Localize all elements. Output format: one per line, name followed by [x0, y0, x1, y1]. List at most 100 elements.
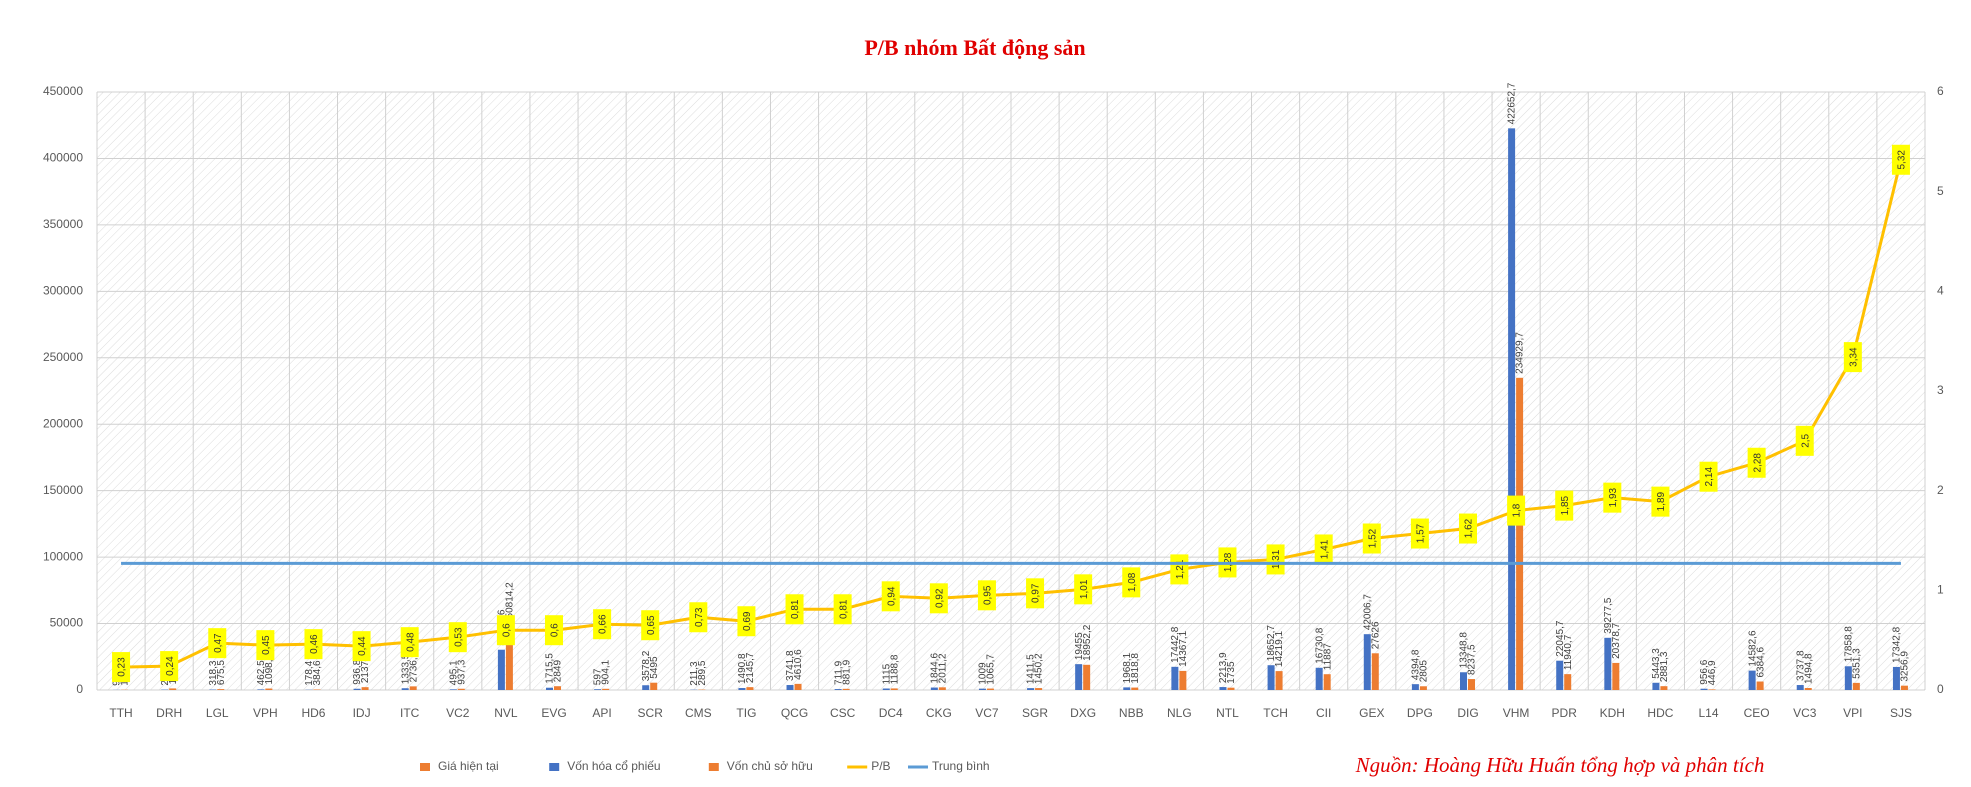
y-tick-label: 50000 [50, 616, 84, 630]
bar-value-label: 446,9 [1707, 660, 1718, 685]
x-tick-label: L14 [1699, 706, 1719, 720]
x-tick-label: API [592, 706, 611, 720]
y2-tick-label: 1 [1937, 583, 1944, 597]
line-value-label: 0,81 [833, 594, 852, 625]
x-tick-label: TIG [736, 706, 756, 720]
y2-tick-label: 6 [1937, 84, 1944, 98]
label-box [112, 652, 131, 683]
line-value-label: 0,65 [641, 610, 660, 641]
x-tick-label: VC3 [1793, 706, 1817, 720]
bar [1075, 664, 1083, 690]
bar-value-label: 178,4 [304, 660, 315, 685]
bar [834, 689, 842, 690]
bar-value-label: 17858,8 [1843, 626, 1854, 663]
bar-value-label: 1115 [881, 663, 892, 684]
bar [1411, 684, 1419, 690]
bar-value-label: 881,9 [841, 659, 852, 684]
bar [1756, 681, 1764, 690]
line-value-text: 0,53 [453, 627, 464, 647]
bar [1131, 687, 1139, 690]
bar-value-label: 675,5 [216, 660, 227, 685]
label-box [1507, 495, 1526, 526]
bar [401, 688, 409, 690]
line-value-label: 0,47 [208, 628, 227, 659]
bar-value-label: 5495 [649, 656, 660, 679]
line-value-text: 2,5 [1800, 433, 1811, 447]
bar [313, 689, 321, 690]
bar-value-label: 14219,1 [1274, 631, 1285, 668]
bar-value-label: 17442,8 [1170, 626, 1181, 663]
bar-value-label: 2881,3 [1659, 651, 1670, 682]
legend-swatch [549, 763, 560, 771]
bar [1748, 670, 1756, 690]
x-tick-label: VC7 [975, 706, 999, 720]
line-value-text: 2,14 [1704, 467, 1715, 487]
line-value-text: 1,21 [1175, 559, 1186, 579]
line-value-label: 2,5 [1795, 425, 1814, 456]
x-tick-label: EVG [541, 706, 566, 720]
line-value-text: 1,01 [1079, 579, 1090, 599]
label-box [1651, 486, 1670, 517]
bar [505, 622, 513, 690]
bar-value-label: 1735 [1226, 661, 1237, 684]
label-box [737, 606, 756, 637]
bar-value-label: 3741,8 [785, 650, 796, 681]
source-note: Nguồn: Hoàng Hữu Huấn tổng hợp và phân t… [1355, 753, 1765, 777]
line-value-text: 3,34 [1848, 347, 1859, 367]
label-box [833, 594, 852, 625]
y-tick-label: 250000 [43, 350, 83, 364]
line-value-label: 0,23 [112, 652, 131, 683]
legend-label: Trung bình [932, 759, 990, 773]
bar [890, 688, 898, 690]
label-box [304, 629, 323, 660]
line-value-label: 2,14 [1699, 461, 1718, 492]
legend-item: Vốn hóa cổ phiếu [549, 759, 661, 773]
line-value-text: 0,65 [646, 615, 657, 635]
bar-value-label: 1844,6 [929, 653, 940, 684]
bar [217, 689, 225, 690]
line-value-label: 0,46 [304, 629, 323, 660]
legend-label: P/B [871, 759, 890, 773]
bar [1604, 637, 1612, 690]
label-box [1314, 534, 1333, 565]
line-value-text: 0,23 [117, 657, 128, 677]
line-value-text: 0,69 [742, 611, 753, 631]
bar [1892, 666, 1900, 690]
bar [1564, 674, 1572, 690]
label-box [256, 630, 275, 661]
bar [169, 688, 177, 690]
bar [1179, 670, 1187, 690]
line-value-text: 5,32 [1897, 150, 1908, 170]
legend-item: Giá hiện tại [420, 759, 499, 773]
x-tick-label: ITC [400, 706, 420, 720]
bar-value-label: 1333,5 [400, 653, 411, 684]
x-tick-label: KDH [1600, 706, 1625, 720]
label-box [1026, 578, 1045, 609]
bar [1796, 685, 1804, 690]
bar [1027, 688, 1035, 690]
bar [1612, 662, 1620, 690]
label-box [929, 583, 948, 614]
bar [353, 688, 361, 690]
bar [265, 688, 273, 690]
line-value-label: 1,85 [1555, 490, 1574, 521]
legend-item: Vốn chủ sở hữu [708, 759, 813, 773]
x-tick-label: VPH [253, 706, 278, 720]
x-tick-label: NBB [1119, 706, 1144, 720]
bar [746, 687, 754, 690]
bar [1516, 377, 1524, 690]
label-box [545, 615, 563, 646]
bar [1371, 653, 1379, 690]
line-value-label: 1,57 [1410, 518, 1429, 549]
label-box [1747, 447, 1766, 478]
chart-title: P/B nhóm Bất động sản [864, 35, 1085, 60]
bar-value-label: 937,3 [456, 659, 467, 684]
bar-value-label: 8237,5 [1467, 644, 1478, 675]
bar [257, 689, 265, 690]
line-value-label: 5,32 [1891, 144, 1910, 175]
bar-value-label: 4394,8 [1411, 649, 1422, 680]
legend-item: Trung bình [908, 759, 990, 773]
label-box [1795, 425, 1814, 456]
line-value-text: 1,85 [1560, 495, 1571, 515]
